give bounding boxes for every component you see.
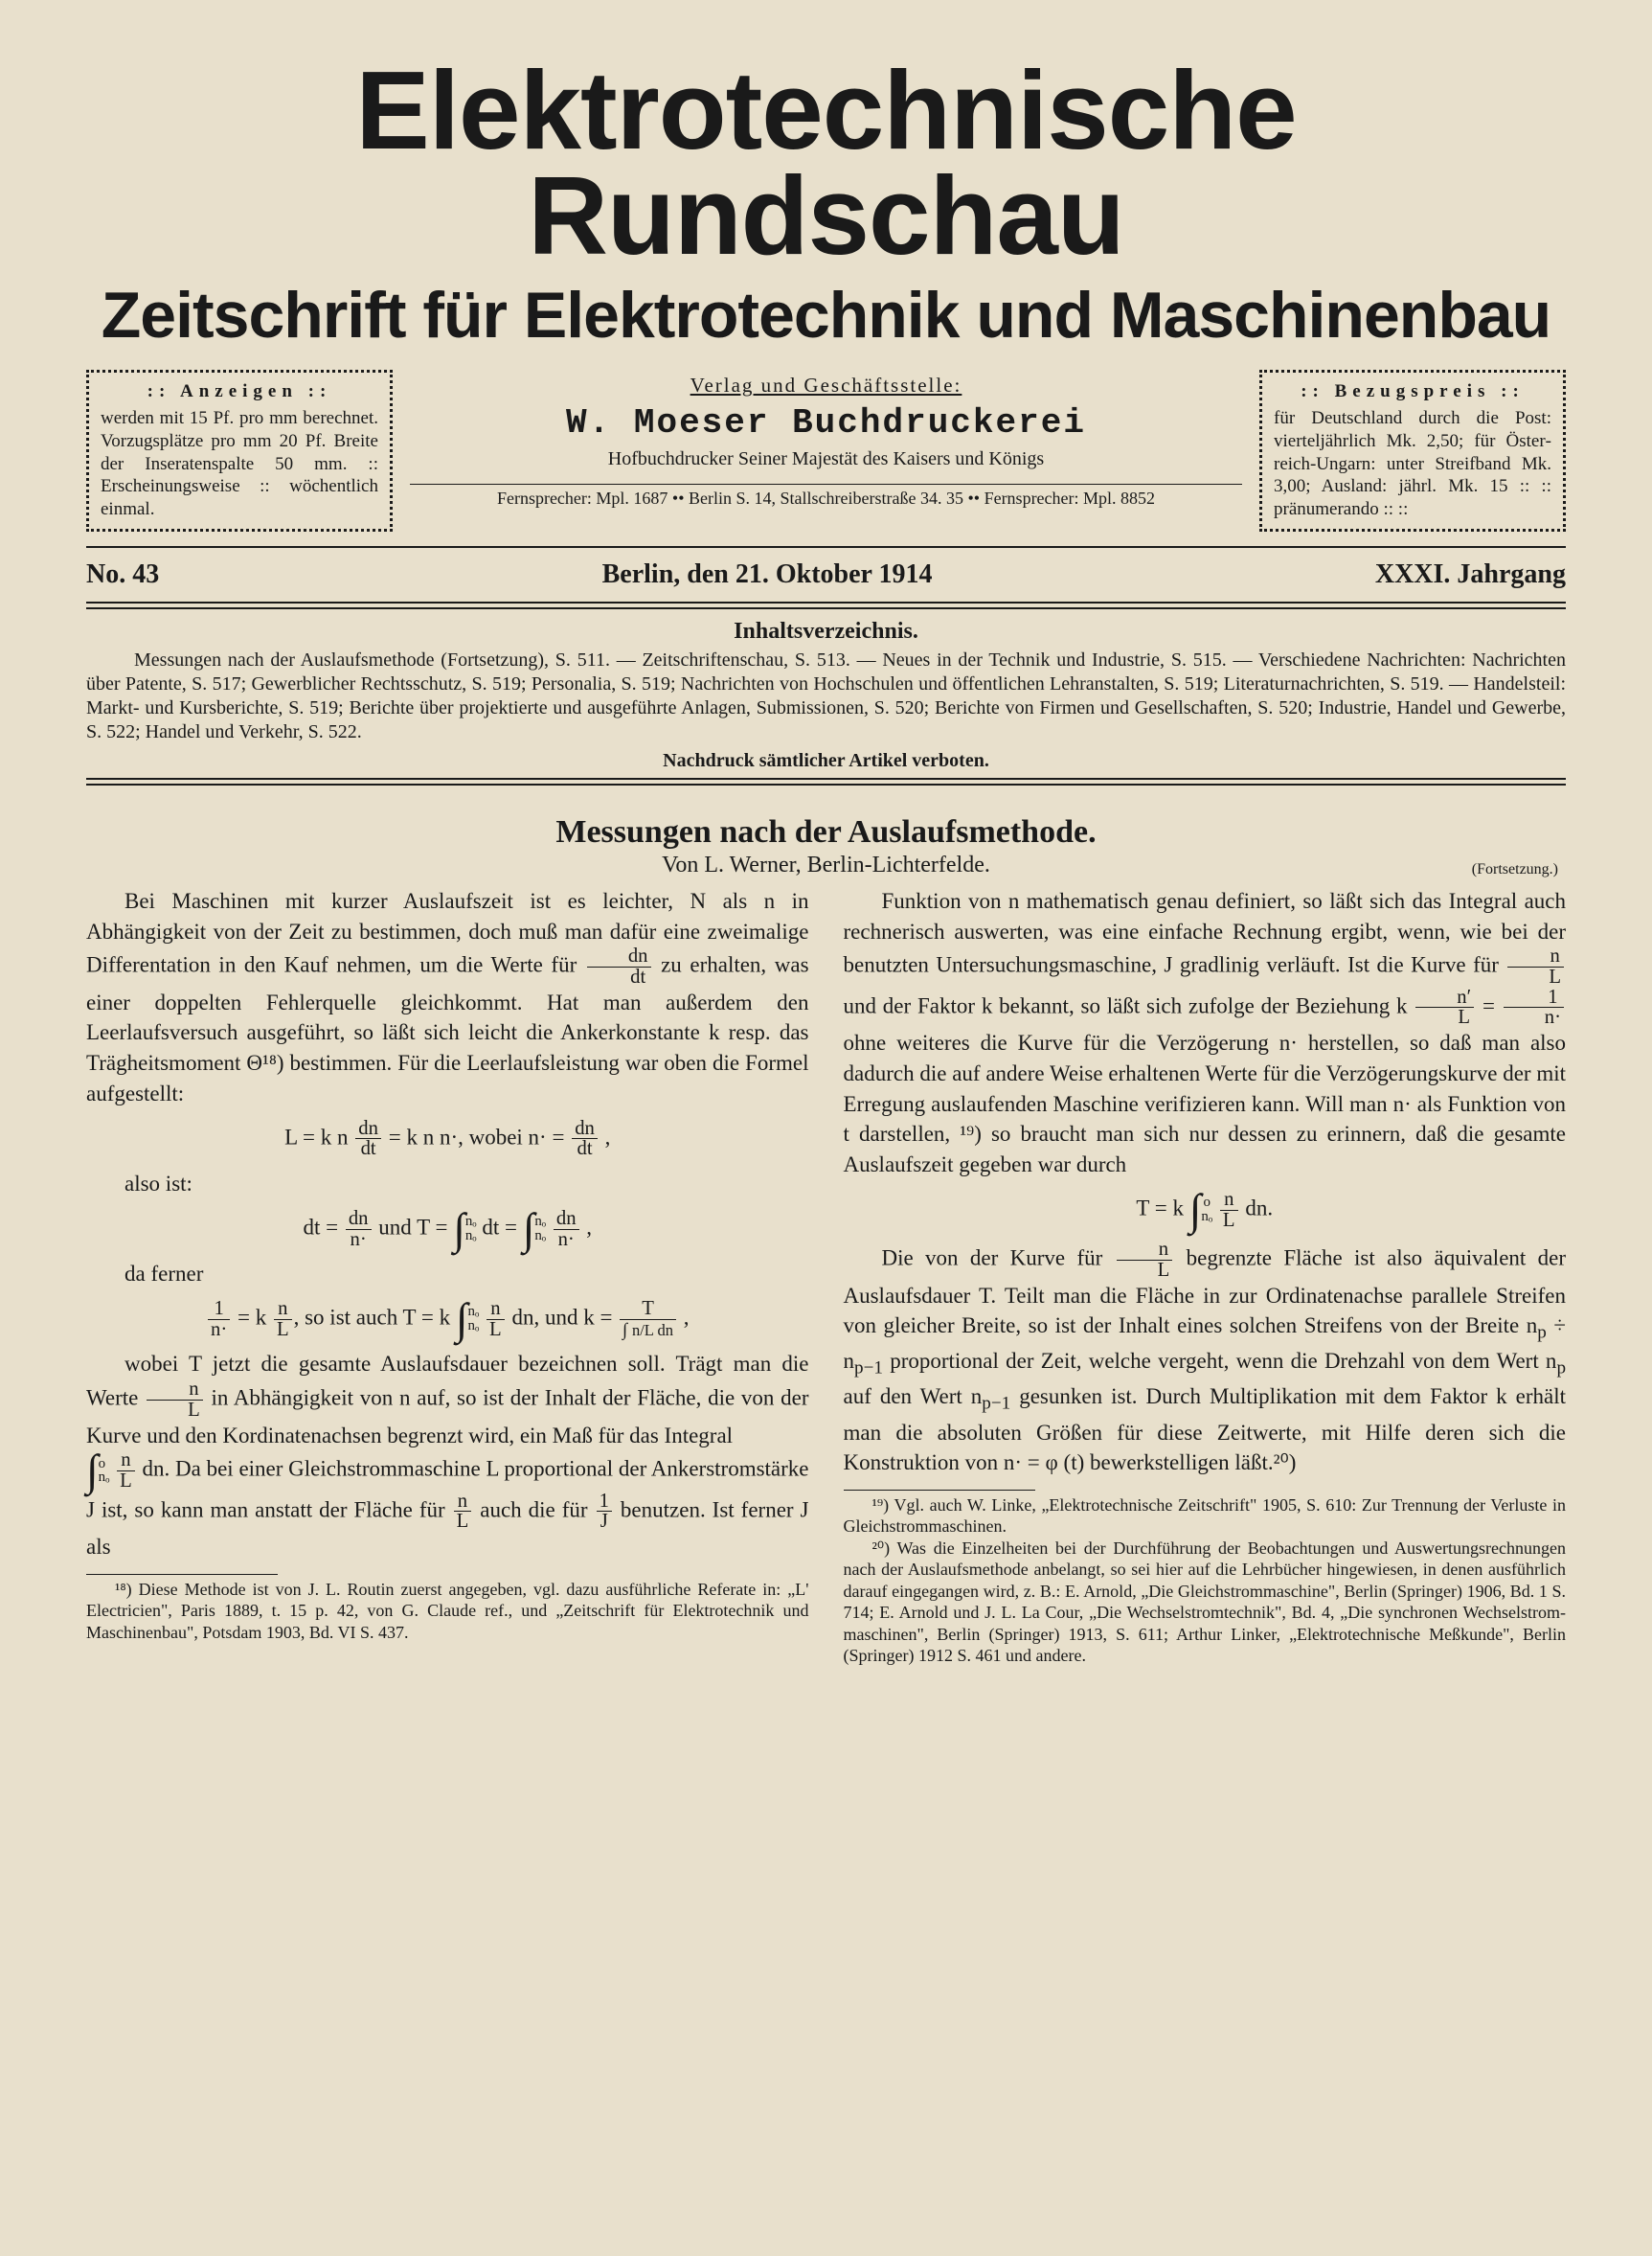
text: und der Faktor k bekannt, so läßt sich z… <box>844 993 1414 1017</box>
double-rule <box>86 602 1566 609</box>
journal-subtitle: Zeitschrift für Elektrotechnik und Masch… <box>86 278 1566 353</box>
footnote-19: ¹⁹) Vgl. auch W. Linke, „Elektrotechnisc… <box>844 1494 1567 1538</box>
toc-footer: Nachdruck sämtlicher Artikel verboten. <box>86 750 1566 772</box>
footnote-rule <box>86 1574 278 1575</box>
equation: dt = dnn· und T = ∫nₒnₒ dt = ∫nₒnₒ dnn· … <box>86 1209 809 1249</box>
bezugspreis-box: :: Bezugspreis :: für Deutschland durch … <box>1259 370 1566 532</box>
para: Bei Maschinen mit kurzer Auslaufszeit is… <box>86 886 809 1109</box>
bezugspreis-body: für Deutschland durch die Post: viertelj… <box>1274 407 1551 521</box>
issue-date: Berlin, den 21. Oktober 1914 <box>602 559 933 590</box>
fraction-n-L: nL <box>1507 946 1564 987</box>
fraction-n-L: nL <box>147 1379 203 1420</box>
fraction-1-J: 1J <box>597 1492 612 1532</box>
equation: 1n· = k nL, so ist auch T = k ∫nₒnₒ nL d… <box>86 1299 809 1339</box>
integral-limits: onₒ <box>99 1457 110 1486</box>
anzeigen-box: :: Anzeigen :: werden mit 15 Pf. pro mm … <box>86 370 393 532</box>
publisher-name: W. Moeser Buchdruckerei <box>410 403 1242 443</box>
text: Die von der Kurve für <box>882 1246 1115 1270</box>
para: wobei T jetzt die gesamte Auslaufsdauer … <box>86 1349 809 1450</box>
anzeigen-body: werden mit 15 Pf. pro mm berechnet. Vor­… <box>101 407 378 521</box>
equation: T = k ∫onₒ nL dn. <box>844 1190 1567 1230</box>
toc-body: Messungen nach der Auslaufsmethode (Fort… <box>86 649 1566 744</box>
text: proportional der Zeit, welche vergeht, w… <box>890 1349 1556 1373</box>
para: Die von der Kurve für nL begrenzte Fläch… <box>844 1240 1567 1478</box>
article-title: Messungen nach der Auslaufsmethode. <box>86 814 1566 851</box>
text: Funktion von n mathematisch genau defini… <box>844 889 1567 977</box>
para: da ferner <box>86 1259 809 1289</box>
fraction-dn-dt: dndt <box>587 946 651 987</box>
footnote-18: ¹⁸) Diese Methode ist von J. L. Routin z… <box>86 1579 809 1644</box>
text: auch die für <box>480 1497 594 1521</box>
integral-symbol: ∫ <box>86 1453 99 1489</box>
issue-year: XXXI. Jahrgang <box>1375 559 1566 590</box>
publisher-desc: Hofbuchdrucker Seiner Majestät des Kaise… <box>410 448 1242 470</box>
info-strip: :: Anzeigen :: werden mit 15 Pf. pro mm … <box>86 370 1566 532</box>
publisher-line1: Verlag und Geschäftsstelle: <box>410 374 1242 398</box>
para: Funktion von n mathematisch genau defini… <box>844 886 1567 1180</box>
journal-page: Elektrotechnische Rundschau Zeitschrift … <box>0 0 1652 2256</box>
equation: L = k n dndt = k n n·, wobei n· = dndt , <box>86 1119 809 1159</box>
issue-number: No. 43 <box>86 559 159 590</box>
fraction-1-ndot: 1n· <box>1504 988 1564 1028</box>
bezugspreis-heading: :: Bezugspreis :: <box>1274 380 1551 403</box>
publisher-block: Verlag und Geschäftsstelle: W. Moeser Bu… <box>402 370 1250 532</box>
toc-heading: Inhaltsverzeichnis. <box>86 619 1566 645</box>
issue-line: No. 43 Berlin, den 21. Oktober 1914 XXXI… <box>86 554 1566 596</box>
fraction-n-L: nL <box>117 1450 135 1491</box>
para: ∫onₒ nL dn. Da bei einer Gleichstrommasc… <box>86 1450 809 1562</box>
fraction-n-L: nL <box>454 1492 472 1532</box>
text: ohne weiteres die Kurve für die Verzöger… <box>844 1031 1567 1176</box>
anzeigen-heading: :: Anzeigen :: <box>101 380 378 403</box>
article-author: Von L. Werner, Berlin-Lichterfelde. <box>86 853 1566 878</box>
text: auf den Wert n <box>844 1384 983 1408</box>
footnote-rule <box>844 1490 1035 1491</box>
publisher-address: Fernsprecher: Mpl. 1687 •• Berlin S. 14,… <box>410 484 1242 509</box>
fraction-nprime-L: n′L <box>1415 988 1474 1028</box>
rule <box>86 546 1566 548</box>
continuation-note: (Fortsetzung.) <box>1472 861 1558 878</box>
footnote-20: ²⁰) Was die Einzelheiten bei der Durchfü… <box>844 1538 1567 1667</box>
double-rule <box>86 778 1566 786</box>
article-body: Bei Maschinen mit kurzer Auslaufszeit is… <box>86 886 1566 1667</box>
para: also ist: <box>86 1169 809 1199</box>
fraction-n-L: nL <box>1117 1240 1173 1280</box>
journal-title: Elektrotechnische Rundschau <box>86 57 1566 268</box>
